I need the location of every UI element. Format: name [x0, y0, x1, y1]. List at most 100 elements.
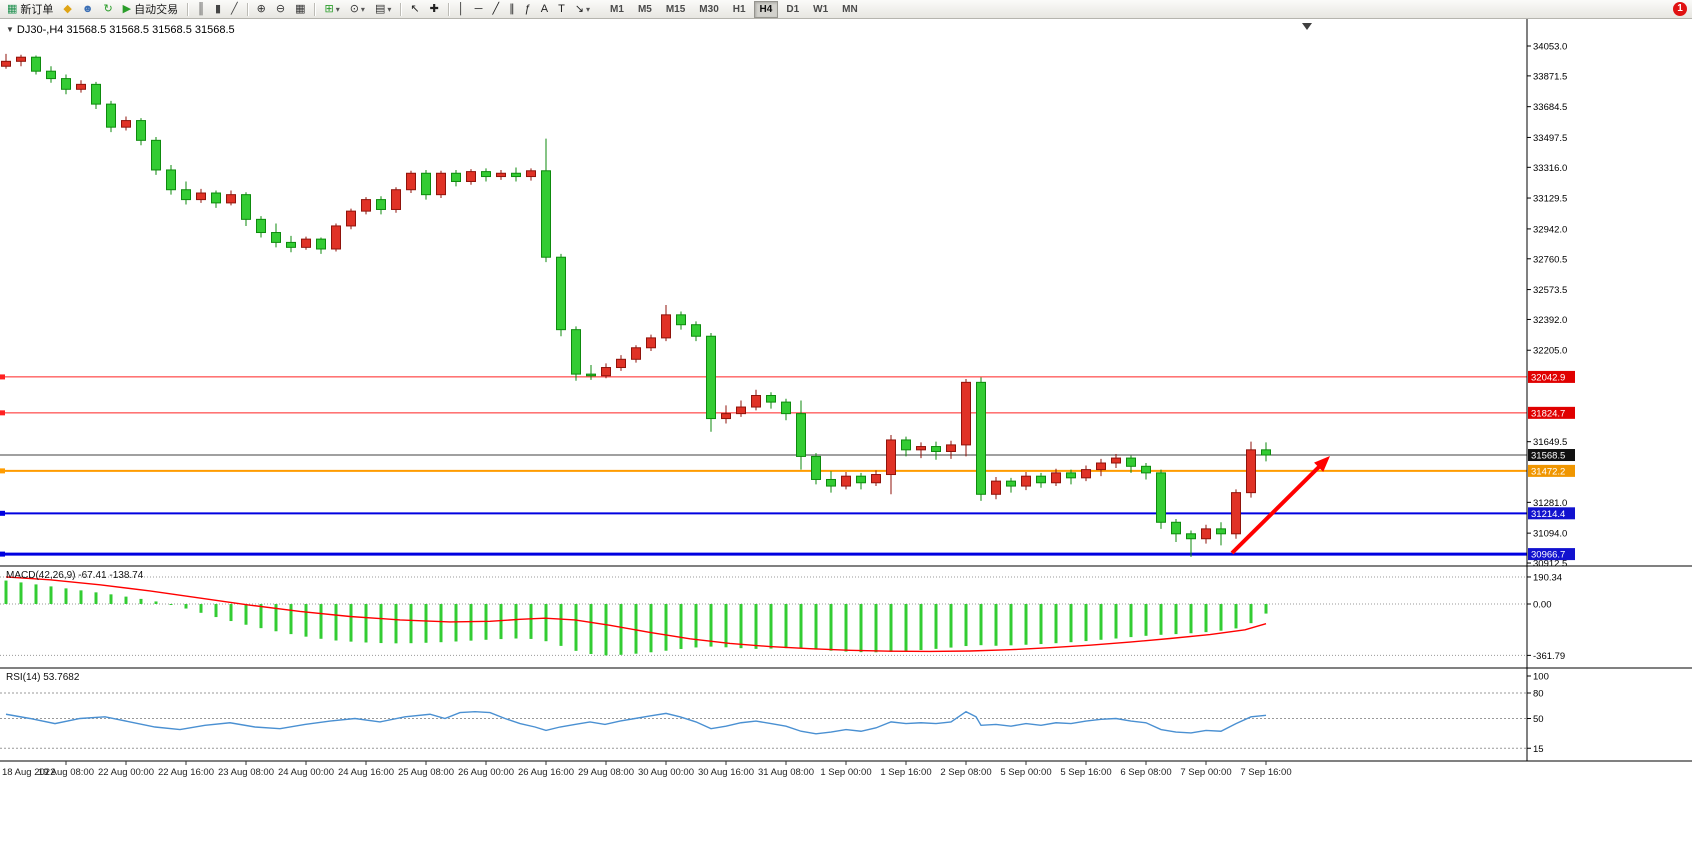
- time-label: 6 Sep 08:00: [1120, 767, 1171, 778]
- timeframe-m15-button[interactable]: M15: [665, 3, 686, 15]
- arrows-button[interactable]: ↘ ▾: [571, 0, 594, 19]
- time-label: 30 Aug 00:00: [638, 767, 694, 778]
- macd-histogram-bar: [589, 604, 593, 654]
- trend-arrow[interactable]: [1230, 456, 1330, 555]
- timeframe-d1-button[interactable]: D1: [786, 3, 800, 15]
- timeframe-h4-button[interactable]: H4: [753, 0, 779, 18]
- line-anchor-marker[interactable]: [0, 551, 5, 557]
- candle-body: [766, 395, 776, 403]
- macd-axis-label: 0.00: [1533, 600, 1552, 611]
- macd-histogram-bar: [94, 592, 98, 604]
- price-tick-label: 32760.5: [1533, 254, 1567, 265]
- line-chart-button[interactable]: ╱: [227, 0, 242, 19]
- timeframe-toolbar: M1 M5 M15 M30 H1 H4 D1 W1 MN: [603, 0, 865, 18]
- macd-axis[interactable]: 190.34 0.00 -361.79: [1527, 572, 1565, 662]
- candle-body: [151, 139, 161, 171]
- bar-chart-icon: ║: [197, 2, 205, 15]
- macd-histogram-bar: [1264, 604, 1268, 614]
- new-order-button[interactable]: ▦ 新订单: [3, 0, 57, 19]
- timeframe-m1-button[interactable]: M1: [610, 3, 624, 15]
- time-label: 1 Sep 16:00: [880, 767, 931, 778]
- text-button[interactable]: A: [537, 0, 552, 19]
- macd-histogram-bar: [964, 604, 968, 647]
- cursor-button[interactable]: ↖: [406, 0, 423, 19]
- trend-arrow-line[interactable]: [1230, 463, 1323, 555]
- profile-button[interactable]: ☻: [78, 0, 98, 19]
- macd-histogram-bar: [139, 598, 143, 604]
- scripts-button[interactable]: ◆: [59, 0, 75, 19]
- time-label: 24 Aug 16:00: [338, 767, 394, 778]
- candle-body: [451, 172, 461, 182]
- tile-windows-button[interactable]: ▦: [291, 0, 309, 19]
- templates-button[interactable]: ▤ ▾: [371, 0, 395, 19]
- notification-badge[interactable]: 1: [1673, 2, 1687, 16]
- fibonacci-button[interactable]: ƒ: [521, 0, 535, 19]
- line-anchor-marker[interactable]: [0, 374, 5, 380]
- candle-body: [991, 480, 1001, 495]
- macd-histogram-bar: [1114, 604, 1118, 639]
- price-badge-label: 31824.7: [1531, 408, 1565, 419]
- rsi-axis[interactable]: 100 80 50 15: [1527, 672, 1549, 755]
- candle-body: [856, 475, 866, 484]
- macd-histogram-bar: [799, 604, 803, 649]
- text-label-button[interactable]: T: [554, 0, 569, 19]
- line-anchor-marker[interactable]: [0, 510, 5, 516]
- candle-body: [166, 169, 176, 191]
- horizontal-lines-layer[interactable]: [0, 374, 1527, 557]
- macd-histogram-bar: [874, 604, 878, 653]
- autotrading-icon: ▶: [122, 2, 132, 15]
- horizontal-line-icon: ─: [474, 2, 483, 15]
- periods-button[interactable]: ⊙ ▾: [346, 0, 369, 19]
- chart-shift-marker-icon[interactable]: [1302, 23, 1312, 30]
- trendline-button[interactable]: ╱: [488, 0, 503, 19]
- channel-button[interactable]: ∥: [505, 0, 519, 19]
- horizontal-line-button[interactable]: ─: [471, 0, 487, 19]
- timeframe-mn-button[interactable]: MN: [842, 3, 858, 15]
- macd-histogram-bar: [934, 604, 938, 649]
- time-label: 22 Aug 00:00: [98, 767, 154, 778]
- candle-body: [1201, 528, 1211, 540]
- candle-body: [751, 395, 761, 408]
- bar-chart-button[interactable]: ║: [193, 0, 209, 19]
- candlestick-chart-button[interactable]: ▮: [211, 0, 225, 19]
- candle-body: [841, 475, 851, 487]
- macd-histogram-bar: [349, 604, 353, 642]
- vertical-line-button[interactable]: │: [454, 0, 469, 19]
- macd-histogram-bar: [124, 596, 128, 604]
- candle-body: [46, 70, 56, 80]
- macd-axis-label: -361.79: [1533, 651, 1565, 662]
- macd-panel[interactable]: [0, 576, 1527, 656]
- indicators-button[interactable]: ⊞ ▾: [320, 0, 343, 19]
- macd-histogram-bar: [274, 604, 278, 632]
- autotrading-button[interactable]: ▶ 自动交易: [119, 0, 182, 19]
- timeframe-h1-button[interactable]: H1: [732, 3, 746, 15]
- text-label-icon: T: [558, 2, 565, 15]
- price-tick-label: 34053.0: [1533, 42, 1567, 53]
- crosshair-button[interactable]: ✚: [426, 0, 443, 19]
- macd-histogram-bar: [19, 582, 23, 604]
- line-anchor-marker[interactable]: [0, 410, 5, 416]
- rsi-panel[interactable]: [0, 692, 1527, 749]
- macd-histogram-bar: [1039, 604, 1043, 645]
- price-tick-label: 31281.0: [1533, 498, 1567, 509]
- timeframe-m30-button[interactable]: M30: [699, 3, 719, 15]
- candle-body: [706, 335, 716, 420]
- macd-histogram-bar: [1159, 604, 1163, 635]
- price-axis[interactable]: 34053.0 33871.5 33684.5 33497.5 33316.0 33129…: [1527, 42, 1575, 570]
- macd-histogram-bar: [394, 604, 398, 644]
- line-anchor-marker[interactable]: [0, 468, 5, 474]
- macd-histogram-bar: [1234, 604, 1238, 629]
- zoom-out-button[interactable]: ⊖: [272, 0, 289, 19]
- timeframe-w1-button[interactable]: W1: [813, 3, 829, 15]
- macd-histogram-bar: [34, 584, 38, 604]
- timeframe-m5-button[interactable]: M5: [637, 3, 652, 15]
- candle-body: [886, 439, 896, 476]
- macd-histogram-bar: [154, 601, 158, 604]
- macd-histogram-bar: [634, 604, 638, 654]
- zoom-in-button[interactable]: ⊕: [253, 0, 270, 19]
- candle-body: [826, 478, 836, 487]
- time-label: 18 Aug 2022: [2, 767, 55, 778]
- refresh-button[interactable]: ↻: [99, 0, 116, 19]
